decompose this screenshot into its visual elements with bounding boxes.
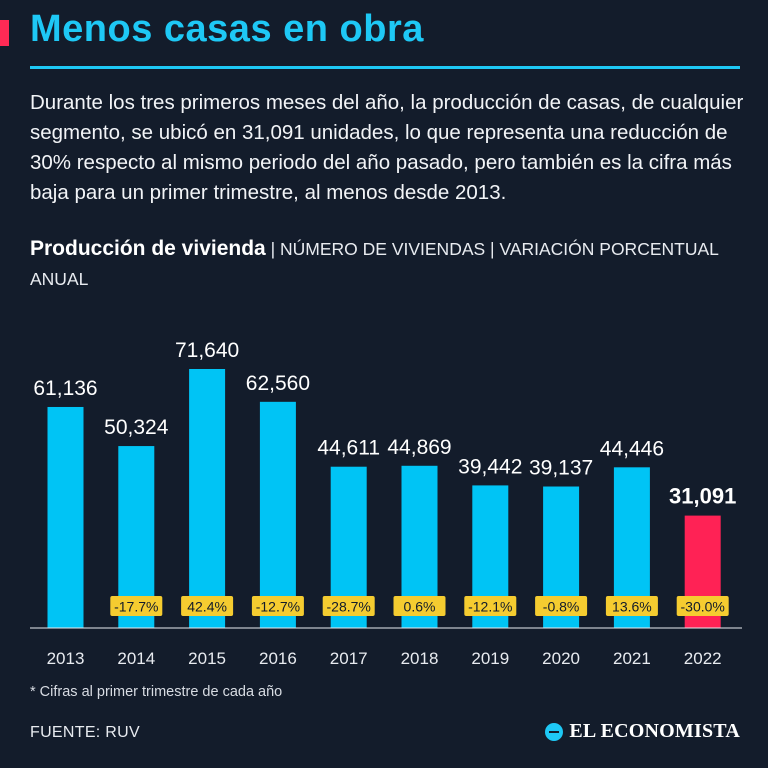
x-tick-2020: 2020 — [542, 649, 580, 668]
x-tick-2021: 2021 — [613, 649, 651, 668]
yoy-label-2018: 0.6% — [404, 599, 436, 615]
yoy-badge-2015 — [181, 596, 234, 616]
bar-chart: 61,136 2013 50,324 2014 -17.7% 71,640 2015 42.4… — [30, 339, 742, 668]
yoy-badge-2020 — [535, 596, 588, 616]
page-title: Menos casas en obra — [30, 8, 424, 50]
chart-subtitle: | NÚMERO DE VIVIENDAS | VARIACIÓN PORCEN… — [30, 239, 719, 289]
yoy-label-2016: -12.7% — [256, 599, 300, 615]
x-tick-2015: 2015 — [188, 649, 226, 668]
yoy-badge-2022 — [676, 596, 729, 616]
value-label-2016: 62,560 — [246, 372, 310, 395]
source-note: FUENTE: RUV — [30, 724, 140, 741]
yoy-badge-2018 — [393, 596, 446, 616]
brand-name: EL ECONOMISTA — [569, 720, 740, 742]
bar-2015 — [189, 369, 226, 628]
yoy-badge-2019 — [464, 596, 517, 616]
value-label-2017: 44,611 — [317, 437, 380, 460]
bar-2013 — [47, 406, 84, 628]
x-tick-2022: 2022 — [684, 649, 722, 668]
title-accent-bar — [0, 20, 9, 46]
chart-title: Producción de vivienda — [30, 237, 266, 260]
value-label-2021: 44,446 — [600, 437, 664, 460]
bar-2016 — [259, 401, 296, 628]
yoy-label-2020: -0.8% — [543, 599, 580, 615]
x-tick-2018: 2018 — [401, 649, 439, 668]
yoy-badge-2016 — [251, 596, 304, 616]
chart-header: Producción de vivienda | NÚMERO DE VIVIE… — [30, 234, 750, 294]
title-divider — [30, 66, 740, 69]
yoy-label-2019: -12.1% — [468, 599, 512, 615]
value-label-2020: 39,137 — [529, 457, 593, 480]
x-tick-2019: 2019 — [471, 649, 509, 668]
yoy-badge-2014 — [110, 596, 163, 616]
yoy-label-2014: -17.7% — [114, 599, 158, 615]
brand-logo: EL ECONOMISTA — [545, 720, 740, 743]
x-tick-2016: 2016 — [259, 649, 297, 668]
yoy-label-2021: 13.6% — [612, 599, 652, 615]
footnote: * Cifras al primer trimestre de cada año — [30, 684, 283, 700]
x-tick-2017: 2017 — [330, 649, 368, 668]
yoy-badge-2017 — [322, 596, 375, 616]
yoy-label-2015: 42.4% — [187, 599, 227, 615]
yoy-badge-2021 — [605, 596, 658, 616]
x-tick-2013: 2013 — [47, 649, 85, 668]
value-label-2014: 50,324 — [104, 416, 169, 439]
intro-paragraph: Durante los tres primeros meses del año,… — [30, 91, 744, 204]
el-economista-icon — [545, 722, 564, 741]
yoy-label-2017: -28.7% — [327, 599, 371, 615]
value-label-2022: 31,091 — [669, 484, 736, 509]
x-tick-2014: 2014 — [117, 649, 155, 668]
value-label-2018: 44,869 — [387, 436, 451, 459]
yoy-label-2022: -30.0% — [681, 599, 725, 615]
value-label-2015: 71,640 — [175, 339, 239, 362]
value-label-2019: 39,442 — [458, 455, 522, 478]
value-label-2013: 61,136 — [33, 377, 97, 400]
